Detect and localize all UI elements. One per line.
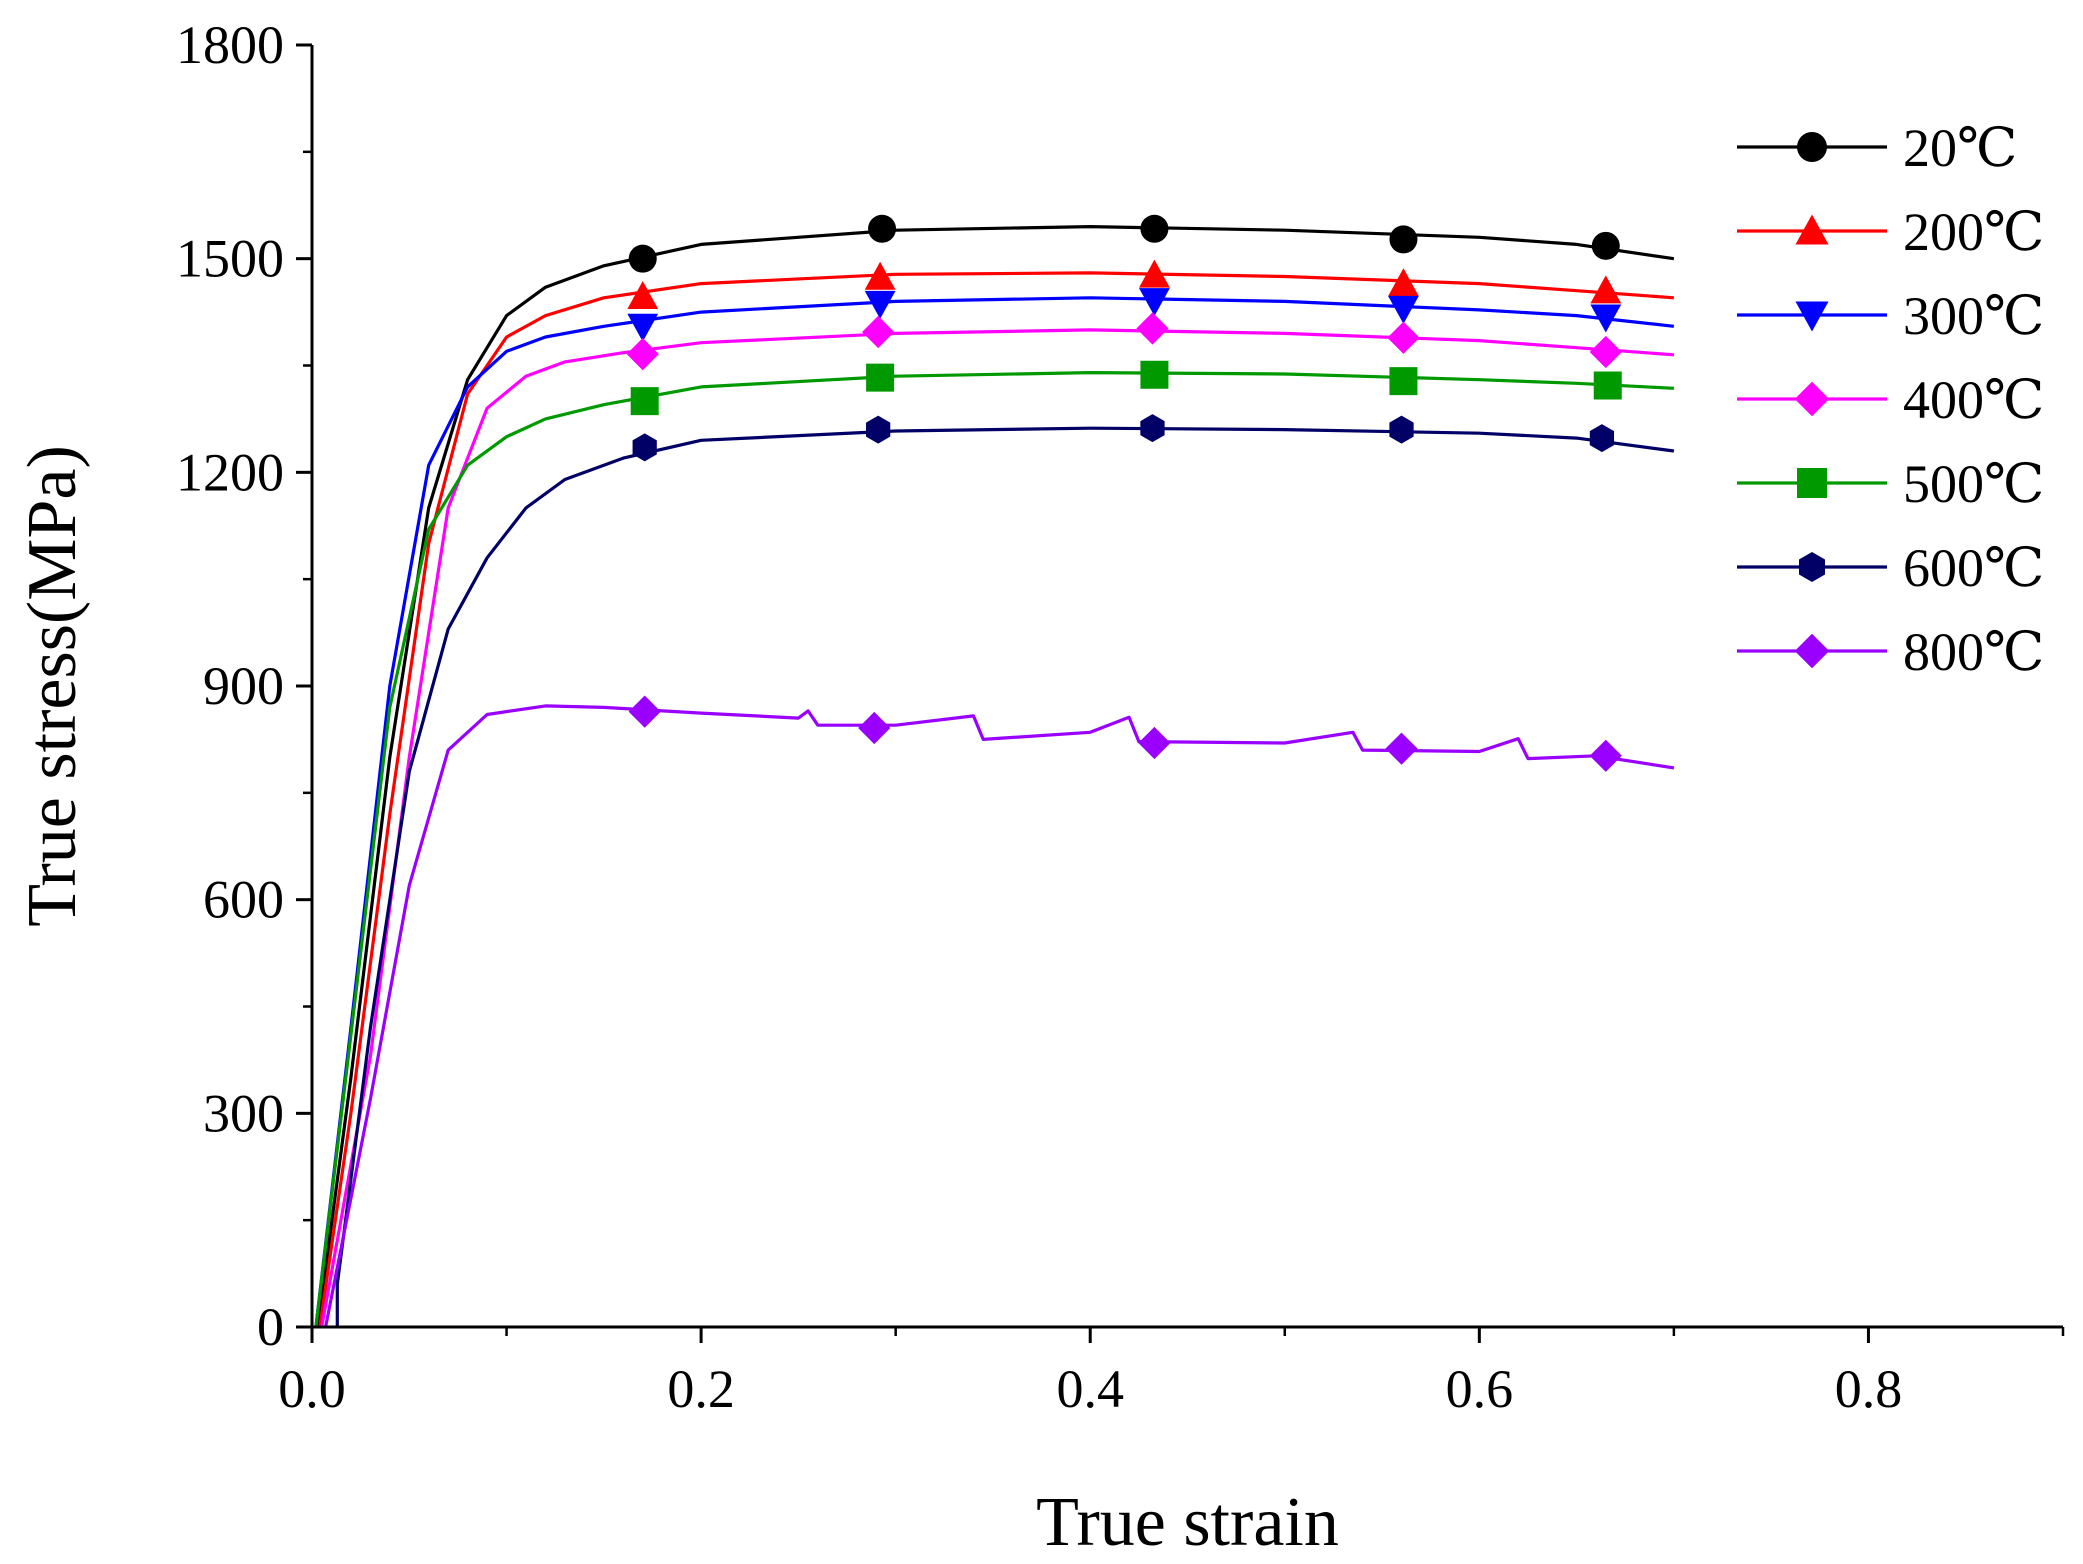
- data-point: [866, 363, 895, 392]
- data-point: [1589, 335, 1622, 369]
- data-point: [864, 261, 896, 290]
- legend-marker: [1794, 381, 1830, 417]
- legend-item: 20℃: [1737, 118, 2017, 178]
- data-point: [1389, 367, 1418, 396]
- data-point: [632, 433, 657, 462]
- y-tick-label: 1200: [176, 442, 284, 502]
- legend-label: 300℃: [1903, 286, 2044, 346]
- series-4: [314, 360, 1674, 1328]
- series-0: [316, 214, 1675, 1328]
- data-point: [1591, 231, 1620, 260]
- x-tick-label: 0.4: [1056, 1359, 1124, 1419]
- legend-item: 200℃: [1737, 202, 2044, 262]
- data-point: [1590, 304, 1622, 333]
- legend-marker: [1799, 552, 1825, 582]
- legend-marker: [1794, 633, 1830, 669]
- data-point: [866, 415, 891, 444]
- series-6: [324, 695, 1675, 1328]
- data-point: [1593, 371, 1622, 400]
- legend-item: 600℃: [1737, 538, 2044, 598]
- series-5: [335, 414, 1675, 1327]
- data-point: [630, 387, 659, 416]
- series-line: [316, 225, 1675, 1328]
- legend-item: 800℃: [1737, 622, 2044, 682]
- y-tick-label: 1500: [176, 229, 284, 289]
- y-tick-label: 900: [203, 656, 284, 716]
- x-tick-label: 0.2: [667, 1359, 735, 1419]
- series-line: [324, 704, 1675, 1328]
- data-point: [858, 711, 891, 745]
- y-axis-title: True stress(MPa): [14, 445, 91, 927]
- data-point: [1136, 312, 1169, 345]
- series-3: [320, 312, 1675, 1328]
- data-point: [627, 281, 659, 310]
- legend-item: 500℃: [1737, 454, 2044, 514]
- data-point: [627, 313, 659, 342]
- legend-marker: [1795, 214, 1829, 245]
- data-point: [626, 338, 659, 371]
- legend-item: 400℃: [1737, 370, 2044, 430]
- legend-item: 300℃: [1737, 286, 2044, 346]
- data-point: [1387, 321, 1420, 354]
- legend-marker: [1797, 468, 1827, 498]
- series-2: [314, 288, 1675, 1328]
- y-tick-label: 300: [203, 1083, 284, 1143]
- data-point: [1590, 275, 1622, 304]
- y-tick-label: 1800: [176, 15, 284, 75]
- x-tick-label: 0.0: [278, 1359, 346, 1419]
- data-point: [1140, 360, 1169, 389]
- legend-marker: [1797, 132, 1827, 162]
- data-point: [862, 315, 895, 349]
- axes-layer: 0 300 600 900 1200 1500 1800 0.0 0.2 0.4 0.6 0.8: [176, 15, 2065, 1419]
- series-line: [318, 271, 1675, 1328]
- legend-label: 400℃: [1903, 370, 2044, 430]
- data-point: [1388, 268, 1419, 297]
- data-point: [628, 244, 657, 273]
- data-point: [1388, 295, 1419, 324]
- data-point: [1589, 424, 1615, 453]
- data-point: [864, 290, 896, 319]
- y-tick-label: 0: [257, 1297, 284, 1357]
- legend-label: 600℃: [1903, 538, 2044, 598]
- x-tick-label: 0.6: [1446, 1359, 1514, 1419]
- data-point: [1140, 214, 1169, 243]
- data-point: [1389, 415, 1414, 444]
- data-point: [1389, 225, 1418, 254]
- x-tick-label: 0.8: [1835, 1359, 1903, 1419]
- y-tick-label: 600: [203, 870, 284, 930]
- legend-label: 800℃: [1903, 622, 2044, 682]
- data-point: [1140, 414, 1165, 443]
- data-point: [1139, 288, 1170, 317]
- series-line: [335, 426, 1675, 1327]
- series-line: [320, 328, 1675, 1328]
- data-point: [1139, 259, 1170, 288]
- data-point: [1589, 739, 1622, 772]
- series-line: [314, 296, 1675, 1328]
- legend-label: 20℃: [1903, 118, 2017, 178]
- data-point: [868, 214, 897, 243]
- legend-label: 500℃: [1903, 454, 2044, 514]
- legend-label: 200℃: [1903, 202, 2044, 262]
- legend: 20℃ 200℃ 300℃ 400℃ 500℃ 600℃ 800℃: [1737, 118, 2044, 682]
- legend-marker: [1795, 301, 1829, 332]
- x-axis-title: True strain: [1036, 1484, 1339, 1561]
- series-layer: [314, 214, 1675, 1328]
- series-1: [318, 259, 1675, 1328]
- data-point: [1138, 726, 1171, 760]
- data-point: [628, 695, 661, 728]
- data-point: [1385, 732, 1418, 765]
